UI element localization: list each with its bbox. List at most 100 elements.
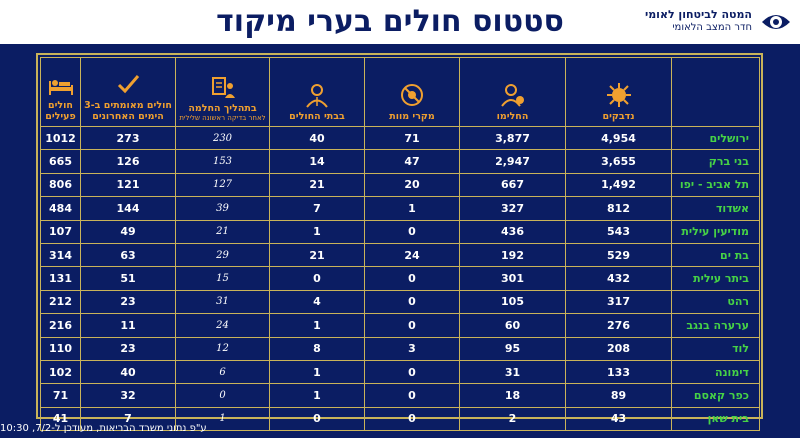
cell-city: רהט bbox=[671, 289, 760, 315]
table-row: רהט 317 105 0 4 31 23 212 bbox=[40, 289, 760, 315]
cell-city: כפר קאסם bbox=[671, 383, 760, 408]
cell-active: 1012 bbox=[40, 125, 81, 151]
cell-recovered: 192 bbox=[459, 242, 566, 268]
header-hospital: בבתי החולים bbox=[269, 57, 365, 127]
cell-deaths: 3 bbox=[364, 336, 460, 361]
cell-recovered: 436 bbox=[459, 219, 566, 244]
cell-infected: 812 bbox=[565, 196, 672, 221]
table-row: דימונה 133 31 0 1 6 40 102 bbox=[40, 359, 760, 385]
table-row: לוד 208 95 3 8 12 23 110 bbox=[40, 336, 760, 361]
cell-last3: 11 bbox=[80, 313, 176, 338]
cell-recovering: 31 bbox=[175, 289, 270, 315]
table-body: ירושלים 4,954 3,877 71 40 230 273 1012 בני ברק 3,… bbox=[40, 125, 760, 432]
cell-active: 314 bbox=[40, 242, 81, 268]
cell-deaths: 1 bbox=[364, 196, 460, 221]
cell-recovered: 31 bbox=[459, 359, 566, 385]
cell-deaths: 0 bbox=[364, 406, 460, 432]
cell-city: תל אביב - יפו bbox=[671, 172, 760, 198]
header-active: חולים פעילים bbox=[40, 57, 81, 127]
table-row: בני ברק 3,655 2,947 47 14 153 126 665 bbox=[40, 149, 760, 174]
cell-recovered: 3,877 bbox=[459, 125, 566, 151]
footer-source: ע"פ נתוני משרד הבריאות, מעודכן ל-7/2, 10… bbox=[0, 423, 207, 434]
page-title: סטטוס חולים בערי מיקוד bbox=[216, 4, 564, 39]
cell-deaths: 20 bbox=[364, 172, 460, 198]
cell-hospital: 8 bbox=[269, 336, 365, 361]
org-line-1: המטה לביטחון לאומי bbox=[644, 8, 752, 21]
header-hospital-label: בבתי החולים bbox=[289, 111, 345, 122]
cell-active: 71 bbox=[40, 383, 81, 408]
header-deaths: מקרי מוות bbox=[364, 57, 460, 127]
cell-recovering: 153 bbox=[175, 149, 270, 174]
cell-recovering: 39 bbox=[175, 196, 270, 221]
cell-deaths: 47 bbox=[364, 149, 460, 174]
eye-logo-icon bbox=[762, 15, 790, 29]
cell-recovering: 21 bbox=[175, 219, 270, 244]
cell-hospital: 1 bbox=[269, 383, 365, 408]
cell-recovered: 95 bbox=[459, 336, 566, 361]
header-last3-label: חולים מאומתים ב-3 הימים האחרונים bbox=[84, 100, 172, 122]
org-name: המטה לביטחון לאומי חדר המצב הלאומי bbox=[602, 8, 752, 34]
cell-active: 107 bbox=[40, 219, 81, 244]
cell-deaths: 0 bbox=[364, 313, 460, 338]
cell-infected: 208 bbox=[565, 336, 672, 361]
cell-recovered: 301 bbox=[459, 266, 566, 291]
cell-active: 131 bbox=[40, 266, 81, 291]
status-table: נדבקים החלימו bbox=[40, 57, 760, 432]
header-bar: סטטוס חולים בערי מיקוד המטה לביטחון לאומ… bbox=[0, 0, 800, 44]
cell-city: בת ים bbox=[671, 242, 760, 268]
cell-active: 216 bbox=[40, 313, 81, 338]
table-row: ביתר עילית 432 301 0 0 15 51 131 bbox=[40, 266, 760, 291]
doctor-icon bbox=[306, 84, 328, 108]
header-recovering-sub: לאחר בדיקה ראשונה שלילית bbox=[179, 114, 266, 122]
cell-last3: 7 bbox=[80, 406, 176, 432]
cell-city: לוד bbox=[671, 336, 760, 361]
header-infected: נדבקים bbox=[565, 57, 672, 127]
cell-active: 665 bbox=[40, 149, 81, 174]
recovered-person-icon bbox=[500, 84, 524, 107]
cell-last3: 51 bbox=[80, 266, 176, 291]
cell-last3: 144 bbox=[80, 196, 176, 221]
cell-hospital: 14 bbox=[269, 149, 365, 174]
header-last3: חולים מאומתים ב-3 הימים האחרונים bbox=[80, 57, 176, 127]
cell-active: 212 bbox=[40, 289, 81, 315]
cell-city: דימונה bbox=[671, 359, 760, 385]
cell-deaths: 71 bbox=[364, 125, 460, 151]
cell-recovering: 15 bbox=[175, 266, 270, 291]
cell-deaths: 0 bbox=[364, 266, 460, 291]
cell-hospital: 40 bbox=[269, 125, 365, 151]
org-line-2: חדר המצב הלאומי bbox=[672, 22, 752, 33]
cell-recovered: 327 bbox=[459, 196, 566, 221]
cell-infected: 133 bbox=[565, 359, 672, 385]
table-row: אשדוד 812 327 1 7 39 144 484 bbox=[40, 196, 760, 221]
header-recovering-label: בתהליך החלמה bbox=[188, 103, 257, 114]
cell-recovering: 12 bbox=[175, 336, 270, 361]
cell-last3: 23 bbox=[80, 336, 176, 361]
cell-deaths: 0 bbox=[364, 219, 460, 244]
cell-deaths: 0 bbox=[364, 289, 460, 315]
cell-infected: 1,492 bbox=[565, 172, 672, 198]
table-row: בת ים 529 192 24 21 29 63 314 bbox=[40, 242, 760, 268]
cell-active: 806 bbox=[40, 172, 81, 198]
cell-last3: 49 bbox=[80, 219, 176, 244]
cell-hospital: 4 bbox=[269, 289, 365, 315]
cell-hospital: 21 bbox=[269, 242, 365, 268]
cell-city: מודיעין עילית bbox=[671, 219, 760, 244]
cell-deaths: 24 bbox=[364, 242, 460, 268]
cell-city: ירושלים bbox=[671, 125, 760, 151]
header-deaths-label: מקרי מוות bbox=[389, 111, 435, 122]
cell-recovered: 105 bbox=[459, 289, 566, 315]
cell-infected: 529 bbox=[565, 242, 672, 268]
cell-city: אשדוד bbox=[671, 196, 760, 221]
cell-hospital: 1 bbox=[269, 219, 365, 244]
cell-active: 102 bbox=[40, 359, 81, 385]
header-recovering: בתהליך החלמה לאחר בדיקה ראשונה שלילית bbox=[175, 57, 270, 127]
cell-recovering: 230 bbox=[175, 125, 270, 151]
cell-hospital: 21 bbox=[269, 172, 365, 198]
cell-deaths: 0 bbox=[364, 359, 460, 385]
cell-deaths: 0 bbox=[364, 383, 460, 408]
cell-recovered: 667 bbox=[459, 172, 566, 198]
cell-last3: 126 bbox=[80, 149, 176, 174]
cell-active: 484 bbox=[40, 196, 81, 221]
cell-recovering: 29 bbox=[175, 242, 270, 268]
